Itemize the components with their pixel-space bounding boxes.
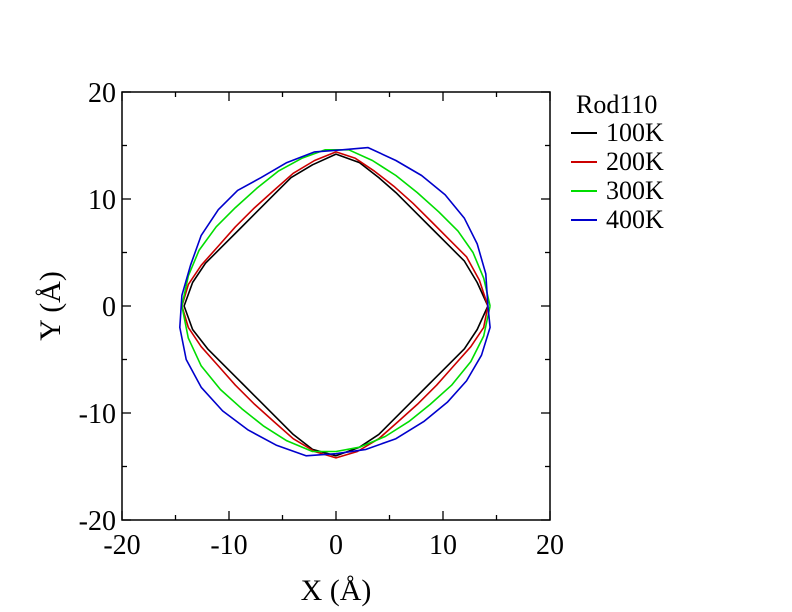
x-tick-label: -10 xyxy=(210,530,247,561)
x-tick-label: -20 xyxy=(103,530,140,561)
y-tick-label: 0 xyxy=(102,292,116,323)
x-tick-label: 10 xyxy=(429,530,457,561)
y-axis-label: Y (Å) xyxy=(34,271,67,341)
y-tick-label: -10 xyxy=(79,399,116,430)
series-line-300k xyxy=(181,149,491,453)
legend-label: 200K xyxy=(606,147,664,176)
x-tick-label: 20 xyxy=(536,530,564,561)
series-line-200k xyxy=(181,151,489,459)
y-tick-label: -20 xyxy=(79,506,116,537)
series-line-100k xyxy=(183,153,489,457)
series-line-400k xyxy=(179,146,491,457)
y-tick-label: 10 xyxy=(88,185,116,216)
legend-entry-100k: 100K xyxy=(571,118,664,147)
axis-ticks xyxy=(121,91,551,521)
y-tick-label: 20 xyxy=(88,78,116,109)
plot-area xyxy=(179,146,491,459)
legend-entry-300k: 300K xyxy=(571,176,664,205)
legend-label: 400K xyxy=(606,205,664,234)
legend-entry-400k: 400K xyxy=(571,205,664,234)
x-tick-label: 0 xyxy=(329,530,343,561)
legend-label: 300K xyxy=(606,176,664,205)
legend-entry-200k: 200K xyxy=(571,147,664,176)
legend-label: 100K xyxy=(606,118,664,147)
x-axis-label: X (Å) xyxy=(301,574,372,607)
legend-title: Rod110 xyxy=(576,90,657,119)
